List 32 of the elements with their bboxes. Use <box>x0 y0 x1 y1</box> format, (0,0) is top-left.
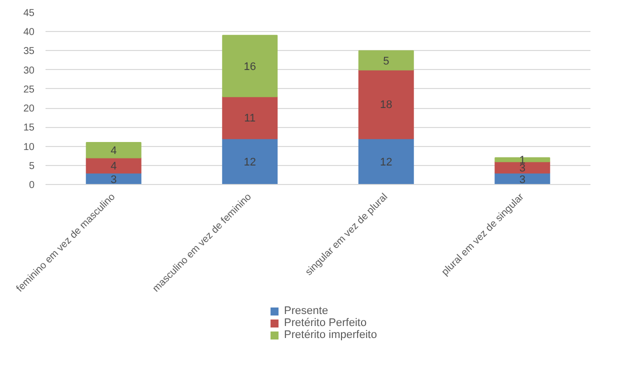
y-tick-label: 45 <box>23 8 35 19</box>
y-tick-label: 30 <box>23 65 35 76</box>
legend-label: Pretérito imperfeito <box>284 329 377 341</box>
bar <box>86 157 142 174</box>
bar <box>222 34 278 98</box>
data-label: 3 <box>519 174 526 186</box>
data-label: 18 <box>380 99 392 112</box>
legend-label: Pretérito Perfeito <box>284 317 367 329</box>
y-tick-label: 5 <box>28 160 35 172</box>
bar <box>494 157 550 162</box>
y-tick-label: 0 <box>28 180 35 191</box>
y-tick-label: 25 <box>23 84 35 96</box>
y-tick-label: 40 <box>23 27 35 38</box>
bar <box>222 96 278 140</box>
data-label: 4 <box>110 160 117 172</box>
data-label: 4 <box>110 145 117 158</box>
y-tick-label: 35 <box>23 46 35 58</box>
y-tick-label: 20 <box>23 104 35 115</box>
data-label: 16 <box>244 61 256 74</box>
bar <box>358 69 414 140</box>
bar <box>358 138 414 184</box>
legend-label: Presente <box>284 305 328 317</box>
bar <box>222 138 278 184</box>
data-label: 12 <box>244 156 256 169</box>
bar <box>358 50 414 70</box>
data-label: 3 <box>110 174 117 186</box>
y-tick-label: 10 <box>23 142 35 153</box>
y-tick-label: 15 <box>23 122 35 134</box>
bar <box>86 142 142 158</box>
data-label: 11 <box>244 112 256 125</box>
data-label: 12 <box>380 156 392 169</box>
data-label: 5 <box>383 55 390 68</box>
